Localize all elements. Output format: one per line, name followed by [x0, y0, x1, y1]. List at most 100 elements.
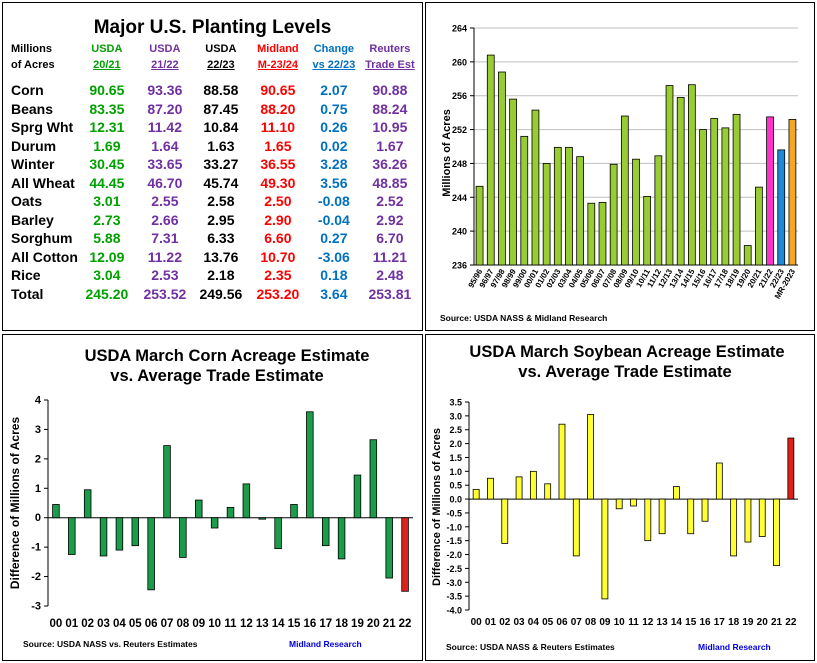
bar — [758, 498, 766, 537]
x-tick-label: 04 — [113, 618, 126, 630]
crop-name: Oats — [11, 193, 43, 210]
y-tick-label: 1 — [35, 483, 41, 495]
y-tick-label: 0.5 — [449, 481, 462, 491]
crop-name: Barley — [11, 211, 54, 228]
x-tick-label: 12 — [240, 618, 253, 630]
bar — [630, 498, 637, 507]
table-cell: 44.45 — [89, 174, 125, 191]
x-tick-label: 01 — [65, 618, 78, 630]
bar — [558, 423, 566, 500]
bar — [788, 119, 797, 266]
bar — [498, 71, 506, 266]
bar — [163, 445, 171, 519]
bar — [676, 97, 685, 266]
bar — [730, 498, 738, 557]
col-header-change: Change — [313, 43, 355, 55]
bar — [520, 135, 529, 266]
table-cell: 11.22 — [147, 248, 182, 265]
bar — [644, 498, 652, 542]
table-cell: 0.26 — [320, 119, 348, 136]
bar — [553, 146, 562, 266]
bar — [710, 118, 719, 266]
table-cell: 10.84 — [203, 119, 239, 136]
table-cell: 90.65 — [260, 82, 296, 99]
y-tick-label: -1.0 — [446, 522, 462, 532]
table-cell: 2.50 — [264, 193, 292, 210]
bar — [531, 109, 540, 266]
x-tick-label: 14 — [272, 618, 285, 630]
table-cell: 45.74 — [203, 174, 239, 191]
bar — [699, 129, 707, 266]
table-cell: 2.52 — [376, 193, 404, 210]
x-tick-label: 18 — [728, 617, 740, 628]
bar — [337, 517, 346, 560]
bar — [131, 517, 140, 547]
y-tick-label: -3.5 — [446, 592, 462, 602]
table-cell: -0.04 — [317, 211, 350, 228]
crop-name: Durum — [11, 137, 57, 154]
chart-source: Source: USDA NASS & Midland Research — [440, 313, 607, 323]
y-tick-label: 256 — [452, 91, 467, 101]
chart-credit: Midland Research — [289, 639, 362, 649]
y-tick-label: -4.0 — [446, 606, 462, 616]
x-tick-label: 21 — [771, 617, 783, 628]
table-cell: 12.31 — [89, 119, 125, 136]
table-row: Total 245.20 253.52 249.56 253.20 3.64 253.81 — [11, 285, 420, 304]
table-cell: 11.42 — [147, 119, 182, 136]
chart-source: Source: USDA NASS & Reuters Estimates — [446, 642, 615, 652]
table-row: Barley 2.73 2.66 2.95 2.90 -0.04 2.92 — [11, 211, 420, 230]
x-tick-label: 17 — [714, 617, 726, 628]
table-row: Corn 90.65 93.36 88.58 90.65 2.07 90.88 — [11, 81, 420, 100]
table-cell: 0.27 — [320, 230, 348, 247]
bar — [544, 483, 552, 500]
crop-name: Rice — [11, 267, 41, 284]
y-tick-label: 2.0 — [449, 439, 462, 449]
bar — [369, 439, 378, 519]
bar — [290, 504, 298, 519]
col-header-midland: Midland — [257, 43, 299, 55]
x-tick-label: 03 — [514, 617, 526, 628]
chart-title: USDA March Corn Acreage Estimate — [85, 347, 370, 365]
x-tick-label: 00 — [471, 617, 483, 628]
table-cell: 6.60 — [264, 230, 292, 247]
table-header-row-2: of Acres 20/21 21/22 22/23 M-23/24 vs 22… — [11, 57, 420, 73]
x-tick-label: 15 — [685, 617, 697, 628]
y-tick-label: 0 — [35, 512, 41, 524]
table-cell: 48.85 — [372, 174, 408, 191]
y-tick-label: 260 — [452, 57, 467, 67]
crop-name: All Cotton — [11, 248, 78, 265]
bar — [210, 517, 219, 529]
y-tick-label: 248 — [452, 159, 467, 169]
y-tick-label: 244 — [452, 193, 467, 203]
table-cell: 2.58 — [207, 193, 235, 210]
x-tick-label: 16 — [303, 618, 316, 630]
table-cell: 2.07 — [320, 82, 348, 99]
table-cell: 49.30 — [260, 174, 296, 191]
crop-name: Total — [11, 285, 44, 302]
col-subheader-change: vs 22/23 — [312, 59, 356, 71]
table-cell: 3.01 — [93, 193, 121, 210]
col-subheader-usda-2223: 22/23 — [207, 59, 235, 71]
y-tick-label: 3 — [35, 424, 41, 436]
corn-chart-panel: USDA March Corn Acreage Estimate vs. Aver… — [2, 334, 423, 661]
table-cell: 2.53 — [151, 267, 179, 284]
bar — [529, 470, 537, 500]
table-cell: -3.06 — [317, 248, 350, 265]
bar — [787, 437, 795, 500]
col-subheader-reuters: Trade Est — [365, 59, 415, 71]
bar — [773, 498, 780, 567]
bar — [777, 149, 786, 266]
bar — [587, 414, 594, 500]
y-tick-label: -1.5 — [446, 536, 462, 546]
bar — [620, 115, 629, 266]
bar — [701, 498, 709, 522]
bar — [587, 202, 596, 266]
x-tick-label: 15 — [288, 618, 301, 630]
x-tick-label: 00 — [50, 618, 63, 630]
table-cell: 33.65 — [147, 156, 183, 173]
y-tick-label: 264 — [452, 24, 467, 34]
x-tick-label: 06 — [145, 618, 158, 630]
bar — [565, 146, 573, 266]
y-tick-label: 236 — [452, 261, 467, 271]
x-tick-label: 02 — [81, 618, 94, 630]
